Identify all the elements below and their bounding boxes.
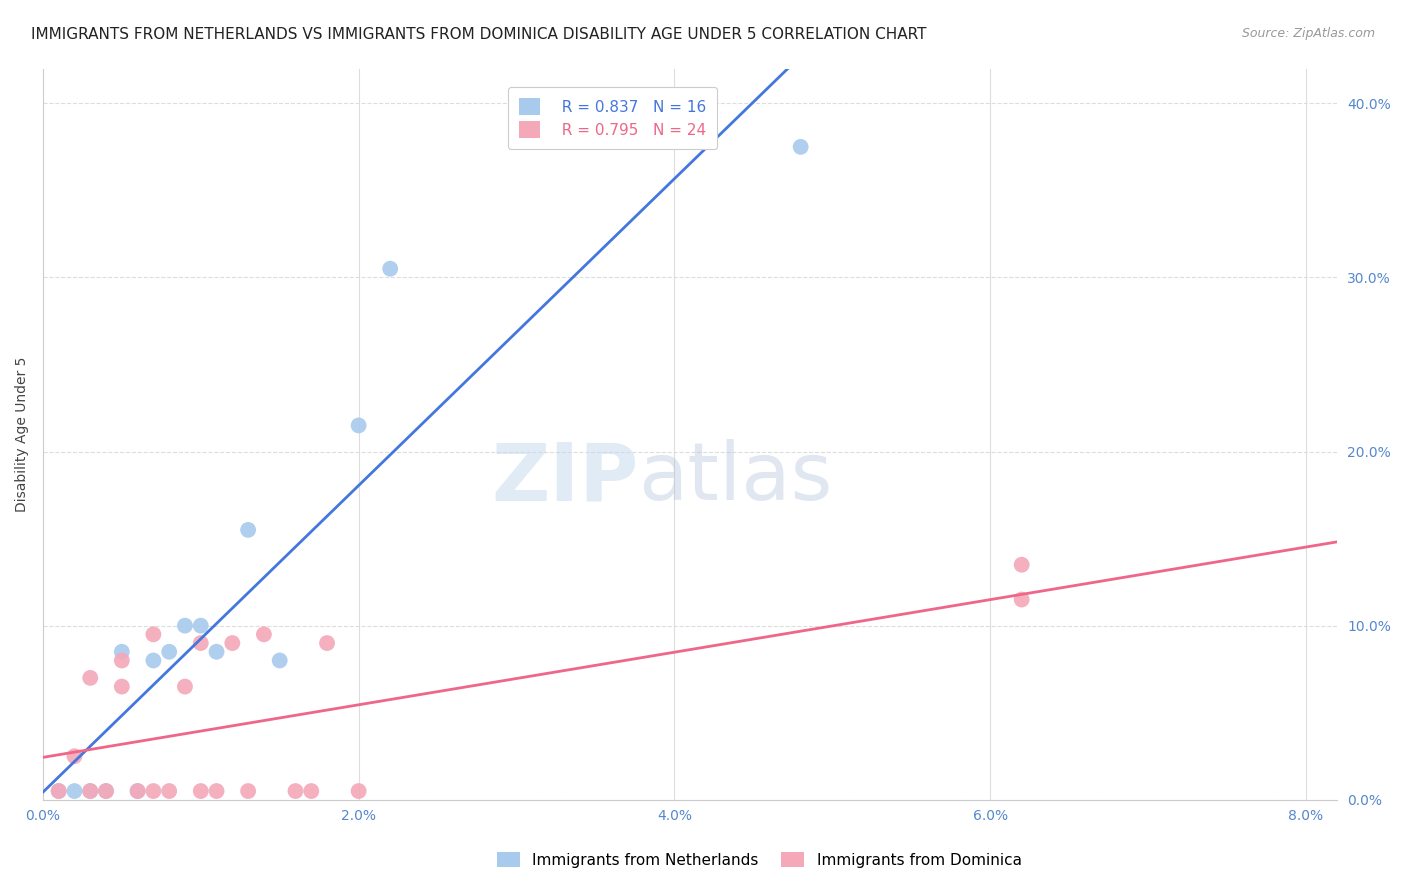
Legend:   R = 0.837   N = 16,   R = 0.795   N = 24: R = 0.837 N = 16, R = 0.795 N = 24 [508,87,717,149]
Point [253,627,276,641]
Point [190,618,212,632]
Point [94,784,117,798]
Point [127,784,149,798]
Point [347,784,370,798]
Point [236,784,259,798]
Point [174,618,197,632]
Point [205,784,228,798]
Point [79,784,101,798]
Point [157,784,180,798]
Point [380,261,402,276]
Text: Source: ZipAtlas.com: Source: ZipAtlas.com [1241,27,1375,40]
Point [299,784,322,798]
Point [127,784,149,798]
Point [157,645,180,659]
Text: ZIP: ZIP [491,439,638,517]
Point [1011,558,1033,572]
Point [142,653,165,667]
Text: atlas: atlas [638,439,832,517]
Point [111,653,134,667]
Point [63,784,86,798]
Point [236,523,259,537]
Point [316,636,339,650]
Y-axis label: Disability Age Under 5: Disability Age Under 5 [15,357,30,512]
Point [1011,592,1033,607]
Point [142,627,165,641]
Point [205,645,228,659]
Point [79,671,101,685]
Point [269,653,291,667]
Point [94,784,117,798]
Point [789,140,811,154]
Point [174,680,197,694]
Point [111,680,134,694]
Point [347,418,370,433]
Point [79,784,101,798]
Point [63,749,86,764]
Point [284,784,307,798]
Point [142,784,165,798]
Point [48,784,70,798]
Point [221,636,243,650]
Legend: Immigrants from Netherlands, Immigrants from Dominica: Immigrants from Netherlands, Immigrants … [491,846,1028,873]
Point [111,645,134,659]
Point [190,784,212,798]
Point [190,636,212,650]
Point [48,784,70,798]
Text: IMMIGRANTS FROM NETHERLANDS VS IMMIGRANTS FROM DOMINICA DISABILITY AGE UNDER 5 C: IMMIGRANTS FROM NETHERLANDS VS IMMIGRANT… [31,27,927,42]
